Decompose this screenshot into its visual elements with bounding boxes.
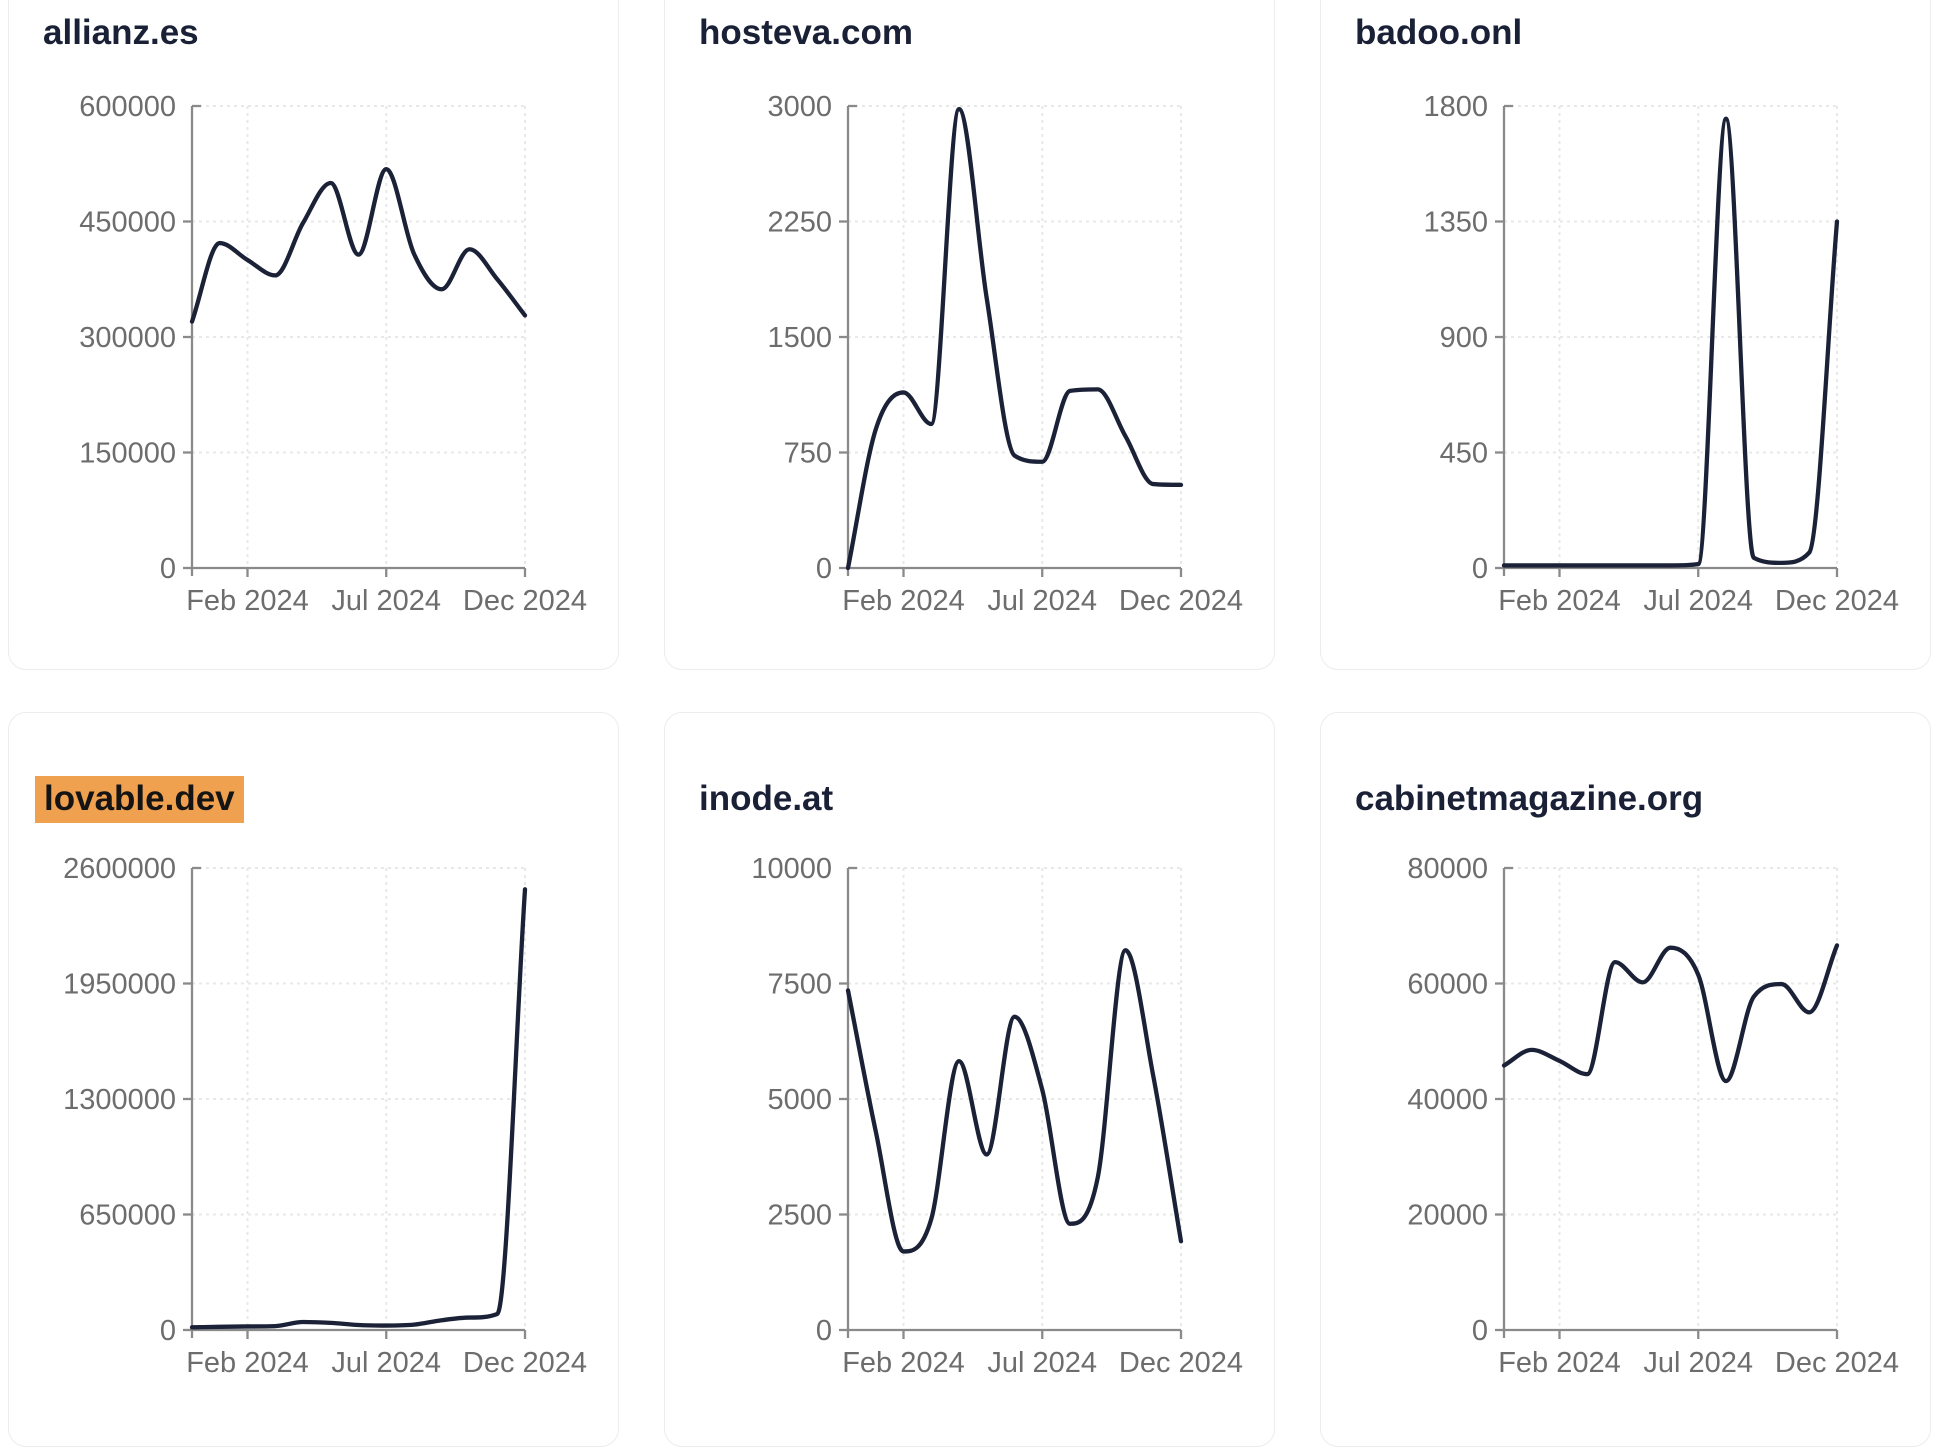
x-tick-label: Dec 2024 <box>463 585 587 617</box>
chart-title: hosteva.com <box>699 13 913 52</box>
y-tick-label: 3000 <box>767 94 832 123</box>
line-chart: 0 150000 300000 450000 600000 Feb 2024 Jul 202… <box>79 94 587 617</box>
gridlines <box>192 867 526 1330</box>
chart-title-highlight: lovable.dev <box>35 776 244 823</box>
chart-title: allianz.es <box>43 13 199 52</box>
y-tick-label: 60000 <box>1407 969 1488 1001</box>
y-tick-label: 80000 <box>1407 856 1488 885</box>
y-tick-label: 20000 <box>1407 1200 1488 1232</box>
x-tick-label: Feb 2024 <box>842 585 965 617</box>
y-tick-label: 1950000 <box>63 969 176 1001</box>
y-tick-label: 450 <box>1440 438 1488 470</box>
y-tick-label: 0 <box>160 553 176 585</box>
data-line <box>845 106 1184 571</box>
x-tick-label: Feb 2024 <box>842 1347 965 1379</box>
data-line <box>189 166 528 324</box>
y-tick-label: 1500 <box>767 322 832 354</box>
data-line <box>1501 943 1840 1084</box>
x-tick-label: Jul 2024 <box>331 1347 441 1379</box>
y-tick-label: 0 <box>816 1315 832 1347</box>
chart-title: badoo.onl <box>1355 13 1523 52</box>
y-axis-labels: 0 20000 40000 60000 80000 <box>1407 856 1488 1347</box>
y-tick-label: 10000 <box>751 856 832 885</box>
data-line <box>845 948 1184 1254</box>
axes <box>839 104 1183 577</box>
data-line <box>1501 116 1840 568</box>
x-tick-label: Jul 2024 <box>1643 585 1753 617</box>
x-tick-label: Feb 2024 <box>1498 585 1621 617</box>
y-axis-labels: 0 2500 5000 7500 10000 <box>751 856 832 1347</box>
x-tick-label: Feb 2024 <box>1498 1347 1621 1379</box>
chart-title: cabinetmagazine.org <box>1355 779 1704 818</box>
axes <box>183 104 527 577</box>
y-tick-label: 40000 <box>1407 1084 1488 1116</box>
x-axis-labels: Feb 2024 Jul 2024 Dec 2024 <box>1498 1347 1899 1379</box>
y-axis-labels: 0 150000 300000 450000 600000 <box>79 94 176 585</box>
y-tick-label: 0 <box>160 1315 176 1347</box>
x-tick-label: Feb 2024 <box>186 585 309 617</box>
line-chart: 0 20000 40000 60000 80000 Feb 2024 Jul 2024 Dec… <box>1407 856 1899 1379</box>
chart-card-allianz.es: allianz.es 0 150000 300000 450000 600000 Feb … <box>8 0 619 670</box>
x-tick-label: Jul 2024 <box>987 585 1097 617</box>
y-tick-label: 450000 <box>79 207 176 239</box>
gridlines <box>1504 105 1838 568</box>
line-chart: 0 750 1500 2250 3000 Feb 2024 Jul 2024 Dec 2024 <box>767 94 1243 617</box>
x-tick-label: Dec 2024 <box>1775 1347 1899 1379</box>
chart-title: inode.at <box>699 779 834 818</box>
y-tick-label: 2600000 <box>63 856 176 885</box>
y-axis-labels: 0 750 1500 2250 3000 <box>767 94 832 585</box>
x-axis-labels: Feb 2024 Jul 2024 Dec 2024 <box>1498 585 1899 617</box>
line-chart: 0 2500 5000 7500 10000 Feb 2024 Jul 2024 Dec 20… <box>751 856 1243 1379</box>
gridlines <box>1504 867 1838 1330</box>
chart-card-lovable.dev: lovable.dev 0 650000 1300000 1950000 2600000… <box>8 712 619 1447</box>
y-tick-label: 1350 <box>1423 207 1488 239</box>
y-tick-label: 1800 <box>1423 94 1488 123</box>
gridlines <box>848 105 1182 568</box>
axes <box>1495 866 1839 1339</box>
y-tick-label: 2500 <box>767 1200 832 1232</box>
y-tick-label: 900 <box>1440 322 1488 354</box>
line-chart: 0 650000 1300000 1950000 2600000 Feb 2024 Jul … <box>63 856 587 1379</box>
x-tick-label: Feb 2024 <box>186 1347 309 1379</box>
y-axis-labels: 0 650000 1300000 1950000 2600000 <box>63 856 176 1347</box>
y-axis-labels: 0 450 900 1350 1800 <box>1423 94 1488 585</box>
gridlines <box>192 105 526 568</box>
chart-card-cabinetmagazine.org: cabinetmagazine.org 0 20000 40000 60000 8000… <box>1320 712 1931 1447</box>
x-tick-label: Jul 2024 <box>987 1347 1097 1379</box>
y-tick-label: 600000 <box>79 94 176 123</box>
x-tick-label: Dec 2024 <box>463 1347 587 1379</box>
x-tick-label: Dec 2024 <box>1119 585 1243 617</box>
axes <box>183 866 527 1339</box>
x-tick-label: Dec 2024 <box>1775 585 1899 617</box>
chart-card-inode.at: inode.at 0 2500 5000 7500 10000 Feb 2024 Jul 2… <box>664 712 1275 1447</box>
axes <box>1495 104 1839 577</box>
line-chart: 0 450 900 1350 1800 Feb 2024 Jul 2024 Dec 2024 <box>1423 94 1899 617</box>
gridlines <box>848 867 1182 1330</box>
x-tick-label: Jul 2024 <box>331 585 441 617</box>
y-tick-label: 750 <box>784 438 832 470</box>
chart-card-badoo.onl: badoo.onl 0 450 900 1350 1800 Feb 2024 Jul 202… <box>1320 0 1931 670</box>
chart-title: lovable.dev <box>35 776 244 823</box>
x-tick-label: Jul 2024 <box>1643 1347 1753 1379</box>
y-tick-label: 300000 <box>79 322 176 354</box>
data-line <box>189 887 528 1330</box>
chart-card-hosteva.com: hosteva.com 0 750 1500 2250 3000 Feb 2024 Jul … <box>664 0 1275 670</box>
x-tick-label: Dec 2024 <box>1119 1347 1243 1379</box>
x-axis-labels: Feb 2024 Jul 2024 Dec 2024 <box>186 1347 587 1379</box>
x-axis-labels: Feb 2024 Jul 2024 Dec 2024 <box>842 585 1243 617</box>
x-axis-labels: Feb 2024 Jul 2024 Dec 2024 <box>186 585 587 617</box>
y-tick-label: 150000 <box>79 438 176 470</box>
y-tick-label: 0 <box>1472 553 1488 585</box>
y-tick-label: 2250 <box>767 207 832 239</box>
x-axis-labels: Feb 2024 Jul 2024 Dec 2024 <box>842 1347 1243 1379</box>
y-tick-label: 5000 <box>767 1084 832 1116</box>
y-tick-label: 0 <box>1472 1315 1488 1347</box>
y-tick-label: 7500 <box>767 969 832 1001</box>
y-tick-label: 650000 <box>79 1200 176 1232</box>
axes <box>839 866 1183 1339</box>
y-tick-label: 1300000 <box>63 1084 176 1116</box>
y-tick-label: 0 <box>816 553 832 585</box>
